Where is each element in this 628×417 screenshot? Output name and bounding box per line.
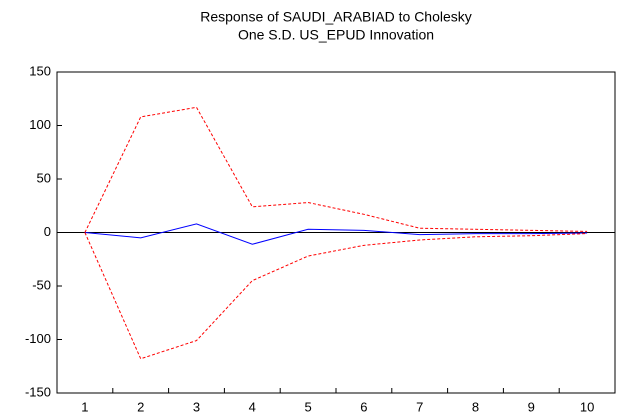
- series-line: [84, 232, 588, 360]
- x-tick-label: 9: [528, 399, 535, 414]
- x-tick-label: 3: [193, 399, 200, 414]
- y-tick-label: 150: [29, 63, 51, 78]
- y-tick-label: -100: [25, 331, 51, 346]
- y-tick-label: -150: [25, 384, 51, 399]
- x-tick-label: 4: [249, 399, 256, 414]
- x-tick-label: 5: [304, 399, 311, 414]
- x-tick-label: 1: [81, 399, 88, 414]
- y-tick-label: 100: [29, 117, 51, 132]
- x-tick-label: 8: [472, 399, 479, 414]
- x-tick-label: 2: [137, 399, 144, 414]
- y-tick-label: 0: [44, 224, 51, 239]
- series-line: [84, 223, 588, 245]
- x-tick-label: 10: [580, 399, 594, 414]
- y-tick-label: -50: [32, 277, 51, 292]
- x-tick-label: 7: [416, 399, 423, 414]
- y-tick-label: 50: [37, 170, 51, 185]
- x-tick-label: 6: [360, 399, 367, 414]
- chart-subtitle: One S.D. US_EPUD Innovation: [238, 27, 434, 43]
- chart-title: Response of SAUDI_ARABIAD to Cholesky: [200, 9, 472, 25]
- series-line: [84, 106, 588, 233]
